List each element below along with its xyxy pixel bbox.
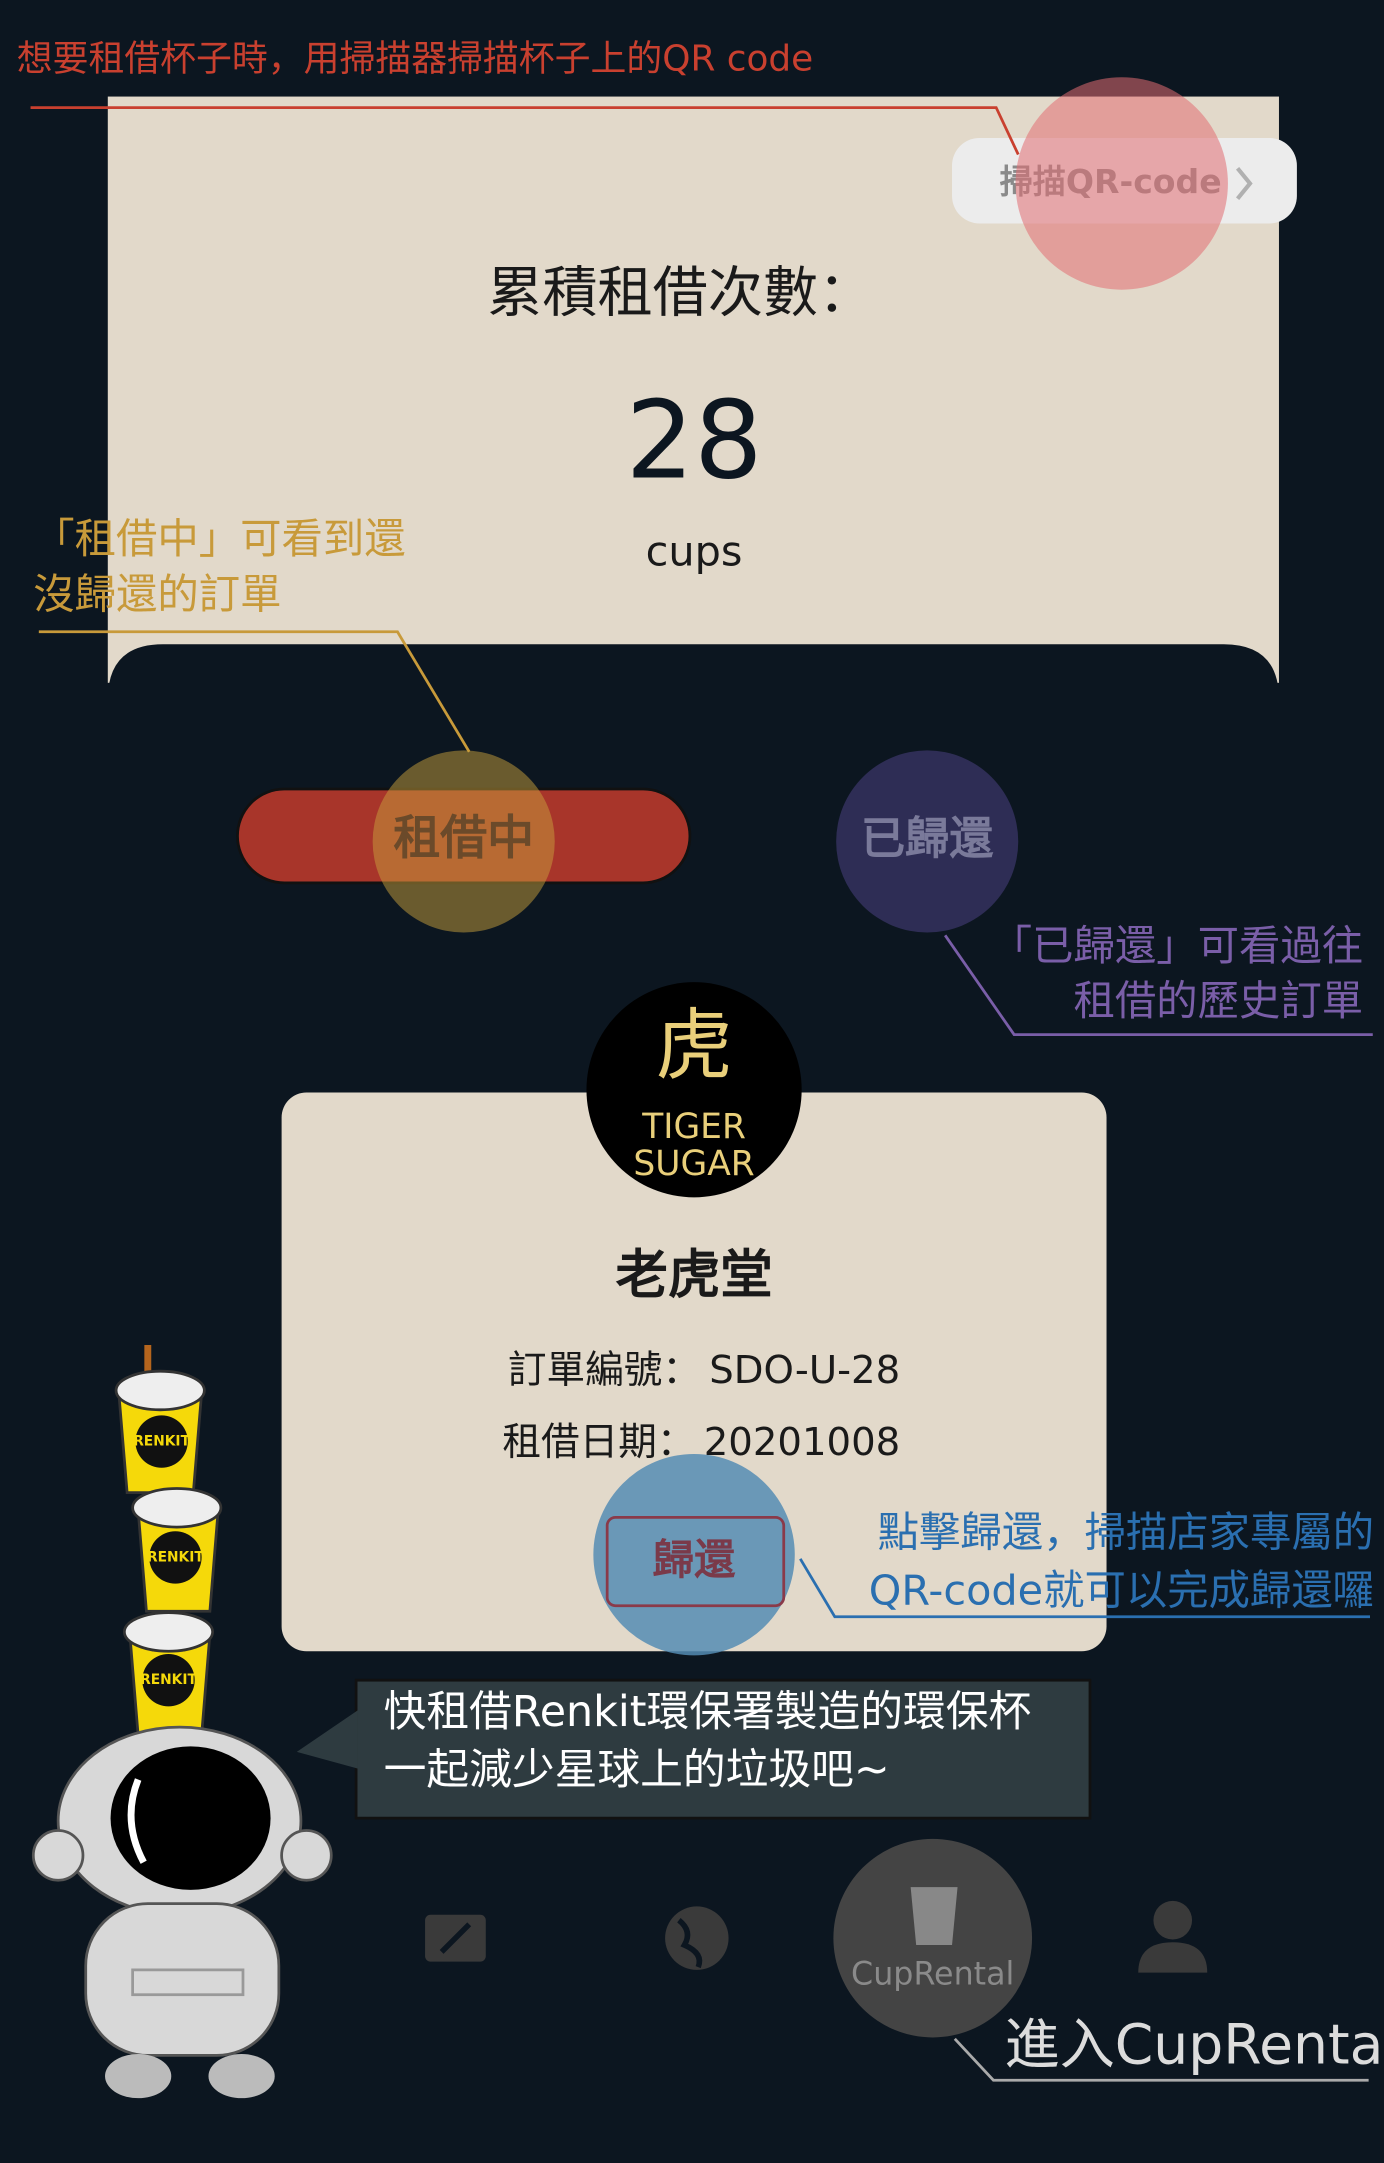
nav-globe[interactable] <box>665 1906 729 1970</box>
speech-bubble <box>354 1678 1092 1820</box>
order-card <box>281 1092 1107 1652</box>
mascot <box>31 1344 333 2099</box>
cup-label: RENKIT <box>140 1672 197 1688</box>
annotation-line <box>38 630 471 753</box>
return-label[interactable]: 歸還 <box>653 1536 736 1584</box>
annotation: 想要租借杯子時，用掃描器掃描杯子上的QR code <box>17 39 814 80</box>
store-logo <box>586 982 802 1198</box>
annotation: 點擊歸還，掃描店家專屬的 <box>878 1508 1375 1556</box>
unit: cups <box>646 528 743 576</box>
cup-label: RENKIT <box>147 1549 204 1565</box>
logo-glyph: 虎 <box>655 1001 732 1091</box>
nav-label[interactable]: CupRental <box>851 1956 1014 1992</box>
nav-profile[interactable] <box>1138 1900 1208 1973</box>
annotation: 沒歸還的訂單 <box>33 570 281 618</box>
annotation: 進入CupRental <box>1004 2014 1384 2078</box>
highlight <box>1015 77 1228 290</box>
annotation: 租借的歷史訂單 <box>1073 977 1363 1025</box>
chevron <box>1235 166 1253 200</box>
bubble-text: 一起減少星球上的垃圾吧~ <box>384 1745 890 1795</box>
annotation: QR-code就可以完成歸還囉 <box>869 1566 1374 1614</box>
total-count: 28 <box>626 379 763 504</box>
date-label: 租借日期： <box>502 1420 695 1465</box>
tab-label[interactable]: 已歸還 <box>861 813 994 864</box>
annotation: 「已歸還」可看過往 <box>991 922 1363 970</box>
return-button[interactable] <box>605 1516 786 1608</box>
order-label: 訂單編號： <box>508 1348 701 1393</box>
annotation-line <box>953 2037 1369 2082</box>
highlight <box>836 750 1019 933</box>
cup-icon <box>910 1887 958 1946</box>
highlight <box>372 750 555 933</box>
annotation-line <box>799 1558 1371 1619</box>
date: 20201008 <box>704 1420 901 1465</box>
store-name: 老虎堂 <box>615 1245 772 1306</box>
logo-text: TIGER <box>641 1107 746 1147</box>
nav-coupon[interactable] <box>425 1914 486 1962</box>
annotation-line <box>30 106 1020 156</box>
total-label: 累積租借次數： <box>487 262 873 326</box>
logo-text: SUGAR <box>633 1144 754 1184</box>
annotation: 「租借中」可看到還 <box>33 515 405 563</box>
annotation-line <box>943 934 1373 1036</box>
tab-label[interactable]: 租借中 <box>393 811 534 866</box>
bubble-pointer <box>296 1710 358 1769</box>
order-id: SDO-U-28 <box>709 1348 900 1393</box>
cup-label: RENKIT <box>133 1434 190 1450</box>
bubble-text: 快租借Renkit環保署製造的環保杯 <box>384 1687 1032 1737</box>
